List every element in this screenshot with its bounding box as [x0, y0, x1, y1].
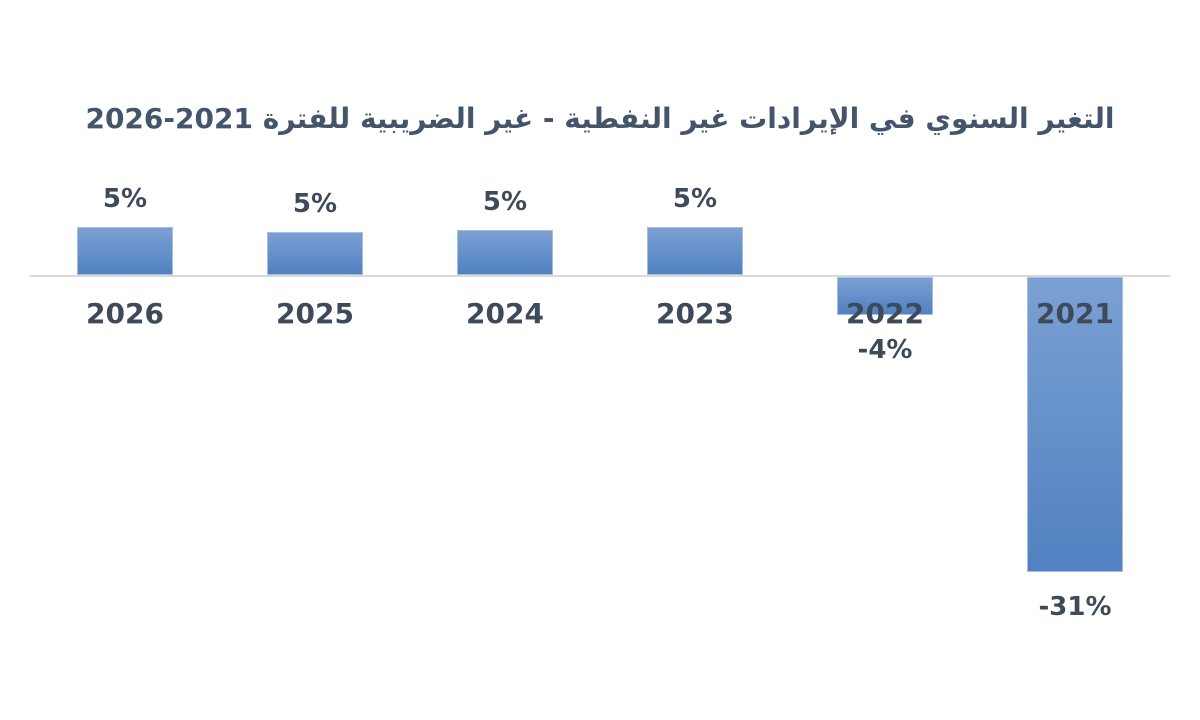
bar-value-label-2023: 5%: [672, 184, 718, 214]
category-label-2026: 2026: [86, 297, 164, 330]
category-label-2025: 2025: [276, 297, 354, 330]
bar-2026: [77, 227, 173, 275]
category-label-2023: 2023: [656, 297, 734, 330]
chart-title: التغير السنوي في الإيرادات غير النفطية -…: [85, 102, 1115, 135]
bar-value-label-2026: 5%: [102, 184, 148, 214]
bar-value-label-2025: 5%: [292, 189, 338, 219]
bar-2024: [457, 230, 553, 275]
category-label-2021: 2021: [1036, 297, 1114, 330]
bar-value-label-2022: -4%: [857, 335, 913, 365]
bar-value-label-2024: 5%: [482, 187, 528, 217]
category-label-2024: 2024: [466, 297, 544, 330]
bar-2025: [267, 232, 363, 275]
bar-2022: [837, 277, 933, 315]
x-axis-line: [30, 275, 1170, 277]
bar-value-label-2021: -31%: [1038, 592, 1112, 622]
bar-2021: [1027, 277, 1123, 572]
bar-2023: [647, 227, 743, 275]
category-label-2022: 2022: [846, 297, 924, 330]
